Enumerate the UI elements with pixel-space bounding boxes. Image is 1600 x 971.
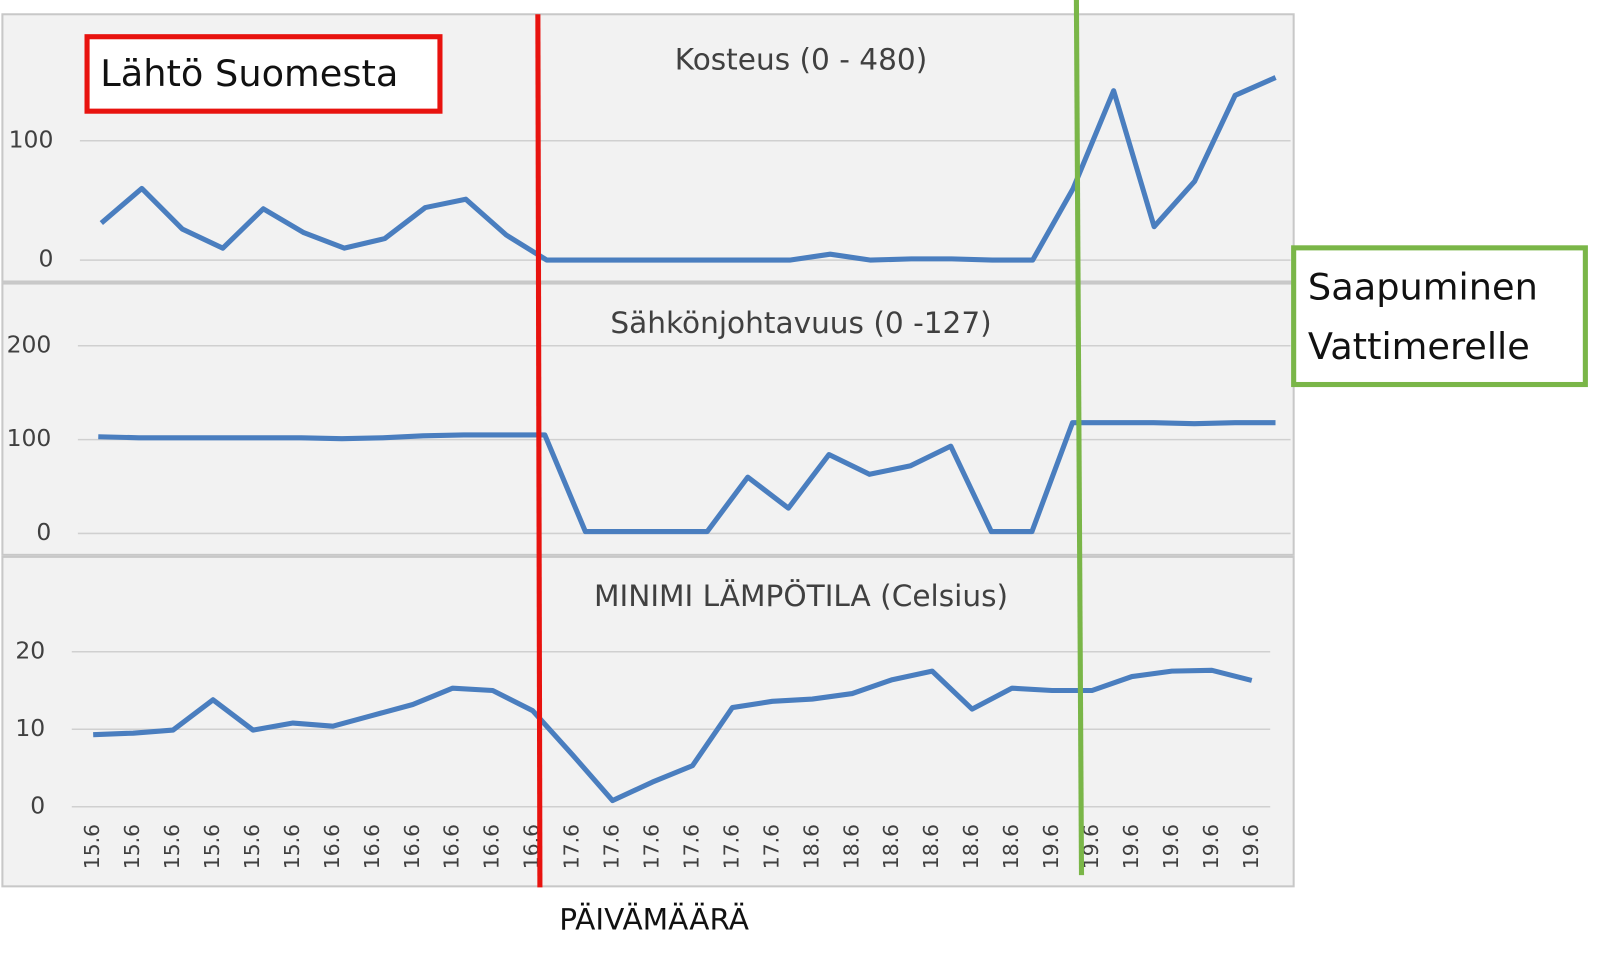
x-tick-label: 18.6: [879, 824, 903, 869]
x-tick-label: 19.6: [1119, 824, 1143, 869]
y-tick-label: 200: [7, 330, 52, 358]
y-tick-label: 0: [30, 791, 45, 819]
x-tick-label: 16.6: [400, 824, 424, 869]
arrival-line: [1073, 0, 1085, 876]
x-tick-label: 18.6: [959, 824, 983, 869]
y-tick-label: 0: [38, 245, 53, 273]
x-tick-label: 17.6: [639, 824, 663, 869]
x-tick-label: 18.6: [999, 824, 1023, 869]
x-tick-label: 16.6: [440, 824, 464, 869]
x-tick-label: 17.6: [560, 824, 584, 869]
y-tick-label: 100: [9, 125, 54, 153]
x-tick-label: 19.6: [1239, 824, 1263, 869]
x-tick-label: 16.6: [360, 824, 384, 869]
x-tick-label: 18.6: [919, 824, 943, 869]
x-tick-label: 18.6: [839, 824, 863, 869]
arrival-label: Saapuminen Vattimerelle: [1308, 265, 1550, 367]
x-tick-label: 17.6: [679, 824, 703, 869]
x-tick-label: 15.6: [200, 824, 224, 869]
x-tick-label: 17.6: [719, 824, 743, 869]
chart-title: Kosteus (0 - 480): [675, 43, 927, 77]
x-tick-label: 15.6: [120, 824, 144, 869]
data-line: [93, 667, 1253, 804]
x-tick-label: 19.6: [1199, 824, 1223, 869]
x-tick-label: 18.6: [799, 824, 823, 869]
x-axis-label: PÄIVÄMÄÄRÄ: [559, 902, 749, 937]
x-tick-label: 16.6: [480, 824, 504, 869]
x-tick-label: 15.6: [160, 824, 184, 869]
departure-label: Lähtö Suomesta: [100, 52, 398, 95]
departure-box: [84, 34, 443, 114]
chart-title: Sähkönjohtavuus (0 -127): [610, 306, 991, 340]
x-tick-label: 15.6: [280, 824, 304, 869]
y-tick-label: 100: [7, 424, 52, 452]
y-tick-label: 10: [15, 714, 45, 742]
y-tick-label: 20: [15, 636, 45, 664]
y-tick-label: 0: [36, 518, 51, 546]
chart-title: MINIMI LÄMPÖTILA (Celsius): [594, 578, 1008, 613]
x-tick-label: 17.6: [600, 824, 624, 869]
departure-line: [535, 14, 543, 888]
x-tick-label: 17.6: [759, 824, 783, 869]
x-tick-label: 19.6: [1039, 824, 1063, 869]
arrival-box: [1291, 245, 1588, 388]
x-tick-label: 19.6: [1159, 824, 1183, 869]
x-tick-label: 15.6: [80, 824, 104, 869]
x-tick-label: 15.6: [240, 824, 264, 869]
x-tick-label: 16.6: [320, 824, 344, 869]
